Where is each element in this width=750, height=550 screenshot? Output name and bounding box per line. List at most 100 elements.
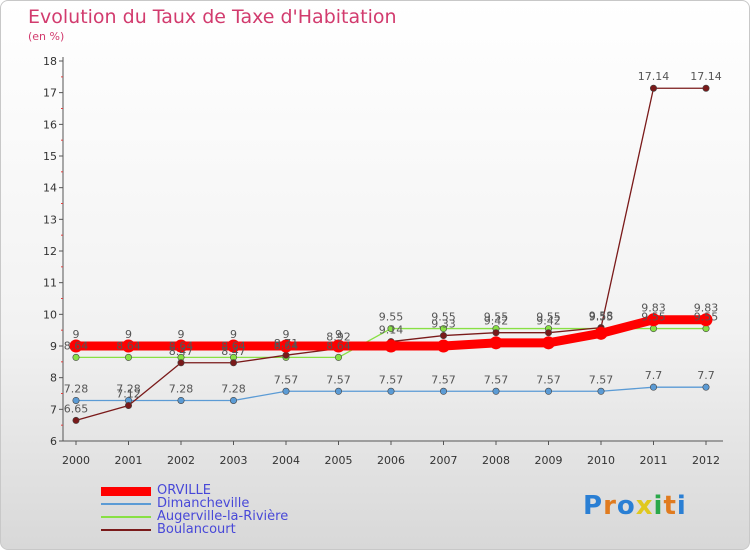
legend-item: Augerville-la-Rivière bbox=[101, 509, 361, 524]
data-point bbox=[649, 325, 657, 333]
series-line-Boulancourt bbox=[75, 87, 707, 422]
data-label: 8.64 bbox=[326, 339, 351, 352]
data-label: 7.28 bbox=[116, 382, 141, 395]
y-tick-label: 15 bbox=[43, 150, 57, 163]
legend-swatch bbox=[101, 487, 151, 496]
data-point bbox=[699, 313, 713, 327]
data-point bbox=[544, 387, 552, 395]
data-label: 8.64 bbox=[221, 339, 246, 352]
data-label: 9.14 bbox=[379, 324, 404, 337]
logo-letter: x bbox=[635, 491, 654, 521]
data-label: 7.57 bbox=[326, 373, 351, 386]
data-point bbox=[439, 387, 447, 395]
data-point bbox=[439, 325, 447, 333]
data-point bbox=[177, 396, 185, 404]
data-label: 8.64 bbox=[169, 339, 194, 352]
data-label: 9.58 bbox=[589, 310, 614, 323]
legend-item: Boulancourt bbox=[101, 522, 361, 537]
data-label: 9 bbox=[283, 328, 290, 341]
data-label: 8.92 bbox=[326, 331, 351, 344]
data-point bbox=[279, 339, 293, 353]
data-label: 7.12 bbox=[116, 388, 141, 401]
data-point bbox=[334, 353, 342, 361]
legend: ORVILLE Dimancheville Augerville-la-Rivièr… bbox=[101, 483, 361, 537]
x-tick-label: 2003 bbox=[220, 454, 248, 467]
x-tick-label: 2007 bbox=[430, 454, 458, 467]
data-point bbox=[230, 359, 238, 367]
x-tick-label: 2009 bbox=[535, 454, 563, 467]
x-tick-label: 2005 bbox=[325, 454, 353, 467]
data-point bbox=[489, 336, 503, 350]
data-label: 8.64 bbox=[274, 339, 299, 352]
y-tick-label: 12 bbox=[43, 245, 57, 258]
y-tick-label: 7 bbox=[50, 403, 57, 416]
data-label: 7.57 bbox=[431, 373, 456, 386]
y-tick-label: 6 bbox=[50, 435, 57, 448]
y-tick-label: 10 bbox=[43, 308, 57, 321]
data-point bbox=[437, 339, 450, 353]
data-point bbox=[230, 396, 238, 404]
x-tick-label: 2012 bbox=[692, 454, 720, 467]
data-point bbox=[647, 313, 660, 327]
data-label: 9.55 bbox=[431, 311, 456, 324]
logo-letter: P bbox=[583, 491, 604, 521]
y-tick-label: 17 bbox=[43, 87, 57, 100]
x-tick-label: 2002 bbox=[167, 454, 195, 467]
data-label: 9.42 bbox=[536, 315, 561, 328]
data-label: 9.55 bbox=[536, 311, 561, 324]
data-point bbox=[72, 353, 80, 361]
data-point bbox=[122, 339, 135, 353]
proxiti-logo: Proxiti bbox=[583, 491, 687, 521]
data-label: 9.83 bbox=[641, 302, 666, 315]
y-tick-label: 18 bbox=[43, 55, 57, 68]
data-point bbox=[227, 339, 240, 353]
data-point bbox=[177, 359, 185, 367]
data-label: 8.64 bbox=[116, 339, 141, 352]
y-tick-label: 16 bbox=[43, 118, 57, 131]
data-label: 9.33 bbox=[431, 318, 456, 331]
data-point bbox=[69, 339, 83, 353]
data-point bbox=[174, 339, 188, 353]
legend-label: ORVILLE bbox=[157, 483, 211, 498]
y-tick-label: 13 bbox=[43, 213, 57, 226]
data-point bbox=[702, 383, 710, 391]
data-label: 7.7 bbox=[645, 369, 663, 382]
data-label: 9.42 bbox=[484, 315, 509, 328]
data-label: 7.28 bbox=[169, 382, 194, 395]
data-label: 9 bbox=[335, 328, 342, 341]
data-label: 7.28 bbox=[221, 382, 246, 395]
data-label: 8.71 bbox=[274, 337, 299, 350]
x-tick-label: 2006 bbox=[377, 454, 405, 467]
data-point bbox=[492, 329, 500, 337]
chart-title: Evolution du Taux de Taxe d'Habitation bbox=[28, 6, 397, 28]
legend-swatch bbox=[101, 503, 151, 505]
data-point bbox=[334, 387, 342, 395]
data-label: 9 bbox=[178, 328, 185, 341]
x-tick-label: 2011 bbox=[640, 454, 668, 467]
data-point bbox=[387, 325, 395, 333]
data-point bbox=[702, 84, 710, 92]
data-label: 9.55 bbox=[379, 311, 404, 324]
x-tick-label: 2000 bbox=[62, 454, 90, 467]
data-point bbox=[125, 402, 133, 410]
logo-letter: r bbox=[603, 491, 617, 521]
chart-subtitle: (en %) bbox=[28, 30, 65, 43]
x-tick-label: 2004 bbox=[272, 454, 300, 467]
logo-letter: i bbox=[676, 491, 687, 521]
x-tick-label: 2001 bbox=[115, 454, 143, 467]
data-point bbox=[594, 326, 608, 340]
data-label: 9 bbox=[73, 328, 80, 341]
legend-item: Dimancheville bbox=[101, 496, 361, 511]
x-tick-label: 2008 bbox=[482, 454, 510, 467]
y-tick-label: 14 bbox=[43, 182, 57, 195]
data-point bbox=[387, 387, 395, 395]
data-label: 9 bbox=[230, 328, 237, 341]
data-label: 7.57 bbox=[379, 373, 404, 386]
x-tick-label: 2010 bbox=[587, 454, 615, 467]
data-label: 9.55 bbox=[589, 311, 614, 324]
data-point bbox=[332, 339, 345, 353]
legend-label: Augerville-la-Rivière bbox=[157, 509, 289, 524]
data-point bbox=[384, 339, 398, 353]
